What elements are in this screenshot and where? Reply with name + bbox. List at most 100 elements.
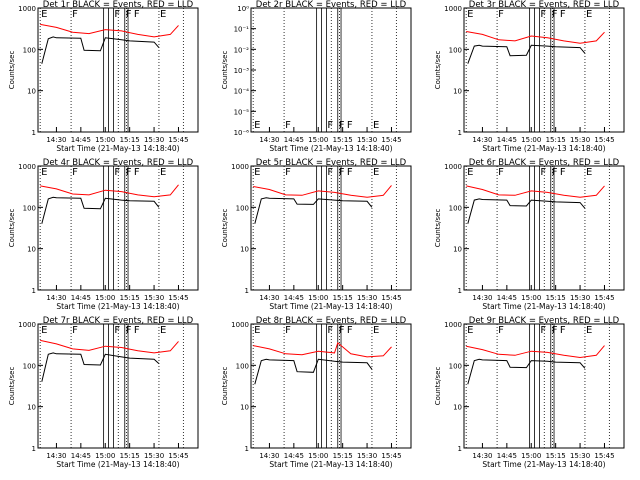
x-tick-label: 14:30 [46, 452, 66, 460]
events-series-line [41, 196, 160, 224]
y-tick-label: 1 [32, 287, 36, 295]
y-tick-label: 1 [458, 287, 462, 295]
chart-title: Det 2r BLACK = Events, RED = LLD [256, 0, 407, 10]
y-tick-label: 10⁻³ [234, 67, 250, 75]
y-tick-label: 100 [449, 46, 462, 54]
flag-label: F [126, 167, 132, 178]
y-axis-label: Counts/sec [221, 51, 229, 90]
x-tick-label: 15:00 [308, 294, 328, 302]
y-tick-label: 100 [23, 362, 36, 370]
x-axis-label: Start Time (21-May-13 14:18:40) [269, 460, 392, 469]
flag-label: E [254, 325, 260, 336]
x-tick-label: 15:30 [144, 136, 164, 144]
y-tick-label: 1000 [444, 163, 462, 171]
y-axis-label: Counts/sec [8, 51, 16, 90]
events-series-line [41, 36, 160, 64]
y-tick-label: 1 [458, 129, 462, 137]
flag-label: E [467, 9, 473, 20]
x-tick-label: 15:00 [308, 136, 328, 144]
flag-label: E [467, 167, 473, 178]
flag-label: E [373, 167, 379, 178]
chart-title: Det 9r BLACK = Events, RED = LLD [469, 316, 620, 326]
flag-label: E [254, 120, 260, 131]
x-tick-label: 15:45 [381, 452, 401, 460]
y-tick-label: 1 [32, 129, 36, 137]
x-tick-label: 15:00 [521, 136, 541, 144]
events-series-line [254, 197, 373, 224]
flag-label: F [347, 325, 353, 336]
y-tick-label: 10 [27, 246, 36, 254]
y-tick-label: 1000 [18, 321, 36, 329]
flag-label: F [560, 325, 566, 336]
y-tick-label: 100 [449, 362, 462, 370]
lld-series-line [40, 184, 179, 198]
lld-series-line [466, 345, 605, 359]
x-tick-label: 15:15 [120, 294, 140, 302]
plot-frame [250, 323, 412, 449]
x-tick-label: 15:45 [168, 294, 188, 302]
x-tick-label: 14:45 [71, 294, 91, 302]
x-tick-label: 15:45 [594, 294, 614, 302]
x-tick-label: 15:00 [521, 294, 541, 302]
x-tick-label: 14:30 [472, 294, 492, 302]
x-tick-label: 14:30 [259, 452, 279, 460]
flag-label: F [134, 325, 140, 336]
y-tick-label: 100 [236, 362, 249, 370]
y-tick-label: 10⁻⁵ [234, 108, 250, 116]
x-tick-label: 15:30 [144, 294, 164, 302]
y-tick-label: 10 [453, 88, 462, 96]
y-tick-label: 1000 [444, 5, 462, 13]
plot-frame [250, 165, 412, 291]
x-tick-label: 14:45 [284, 136, 304, 144]
flag-label: F [327, 167, 333, 178]
events-series-line [41, 352, 160, 382]
chart-title: Det 3r BLACK = Events, RED = LLD [469, 0, 620, 10]
y-tick-label: 1 [245, 287, 249, 295]
y-axis-label: Counts/sec [221, 367, 229, 406]
x-tick-label: 15:00 [95, 136, 115, 144]
chart-title: Det 1r BLACK = Events, RED = LLD [43, 0, 194, 10]
flag-label: F [285, 167, 291, 178]
flag-label: E [586, 9, 592, 20]
flag-label: F [540, 325, 546, 336]
x-tick-label: 15:30 [357, 452, 377, 460]
x-tick-label: 15:30 [357, 294, 377, 302]
lld-series-line [253, 341, 392, 358]
x-tick-label: 15:45 [594, 136, 614, 144]
flag-label: F [560, 167, 566, 178]
chart-title: Det 7r BLACK = Events, RED = LLD [43, 316, 194, 326]
y-tick-label: 10 [453, 246, 462, 254]
y-tick-label: 100 [23, 204, 36, 212]
lld-series-line [40, 23, 179, 38]
flag-label: F [540, 167, 546, 178]
flag-label: F [552, 167, 558, 178]
y-axis-label: Counts/sec [434, 51, 442, 90]
x-tick-label: 14:30 [46, 136, 66, 144]
x-tick-label: 15:30 [357, 136, 377, 144]
flag-label: F [126, 9, 132, 20]
flag-label: E [160, 325, 166, 336]
plot-frame [37, 323, 199, 449]
events-series-line [254, 358, 373, 385]
x-tick-label: 14:30 [46, 294, 66, 302]
x-tick-label: 14:30 [472, 136, 492, 144]
x-tick-label: 15:15 [333, 452, 353, 460]
flag-label: F [285, 325, 291, 336]
y-tick-label: 1000 [18, 5, 36, 13]
x-tick-label: 15:15 [546, 452, 566, 460]
flag-label: F [134, 9, 140, 20]
y-tick-label: 1000 [444, 321, 462, 329]
y-tick-label: 10 [453, 404, 462, 412]
flag-label: E [41, 9, 47, 20]
x-tick-label: 14:45 [284, 452, 304, 460]
flag-label: E [160, 167, 166, 178]
y-tick-label: 10⁻² [234, 46, 250, 54]
x-axis-label: Start Time (21-May-13 14:18:40) [482, 460, 605, 469]
flag-label: F [552, 9, 558, 20]
